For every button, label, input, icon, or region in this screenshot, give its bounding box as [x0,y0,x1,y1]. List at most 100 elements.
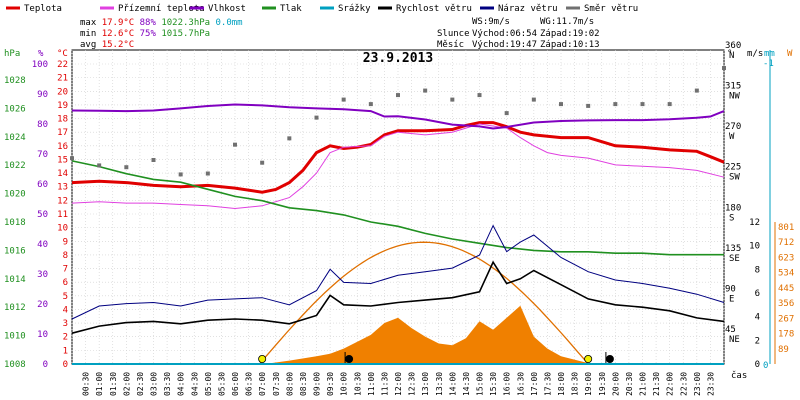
legend: Teplota Přízemní teplota Vlhkost Tlak Srážky… [6,4,638,14]
hpa-tick: 1024 [4,133,26,143]
wind-direction-point [70,156,74,161]
temp-tick: 11 [57,210,68,220]
legend-label: Teplota [24,4,62,14]
x-tick: 22:30 [679,372,688,396]
dir-name-tick: NE [729,335,740,345]
wm2-axis-label: W [787,49,793,59]
temp-tick: 9 [63,237,68,247]
wind-direction-point [586,103,591,108]
legend-item: Náraz větru [480,4,558,14]
temp-tick: 4 [63,305,68,315]
moonset-marker [345,354,354,363]
wind-direction-point [124,165,129,170]
legend-item: Tlak [262,4,302,14]
x-tick: 05:30 [217,372,226,396]
x-tick: 13:00 [421,372,430,396]
hpa-axis-label: hPa [4,49,20,59]
axes: hPa% °C1008101010121014101610181020102210… [4,41,794,396]
moon-label: Měsíc [437,40,464,50]
x-tick: 01:30 [109,372,118,396]
dir-name-tick: NW [729,92,740,102]
wind-direction-point [423,88,428,93]
series-line [71,160,724,256]
solar-radiation-area [264,305,591,364]
pct-tick: 50 [37,210,48,220]
temp-axis-label: °C [57,49,68,59]
x-tick: 09:00 [313,372,322,396]
series-line [71,103,725,130]
clear-sky-curve [259,241,589,365]
x-tick: 18:00 [557,372,566,396]
dir-name-tick: N [729,51,734,61]
hpa-tick: 1012 [4,303,26,313]
x-tick: 07:30 [272,372,281,396]
x-tick: 04:00 [177,372,186,396]
temp-tick: 10 [57,224,68,234]
dir-name-tick: SW [729,173,740,183]
wind-direction-point [314,115,319,120]
legend-label: Tlak [280,4,302,14]
ms-tick: 4 [755,313,760,323]
wind-direction-point [97,163,102,168]
ms-axis-label: m/s [747,49,763,59]
legend-label: Rychlost větru [396,4,472,14]
x-tick: 06:00 [231,372,240,396]
pct-axis-label: % [38,49,44,59]
pct-tick: 90 [37,90,48,100]
x-axis-label: čas [731,370,747,381]
ms-tick: 0 [755,360,760,370]
wind-speed-info: WS:9m/s [472,17,510,27]
hpa-tick: 1014 [4,275,26,285]
wm2-tick: 534 [778,269,794,279]
pct-tick: 0 [43,360,48,370]
x-tick: 10:30 [353,372,362,396]
legend-label: Vlhkost [208,4,246,14]
sunset-time: Západ:19:02 [540,29,600,39]
wind-direction-point [504,111,509,116]
dir-tick: 225 [725,163,741,173]
x-tick: 10:00 [340,372,349,396]
wind-direction-point [341,97,346,102]
x-tick: 00:30 [82,372,91,396]
wind-direction-point [667,102,672,107]
temp-tick: 12 [57,196,68,206]
wind-direction-point [368,102,373,107]
x-tick: 03:00 [150,372,159,396]
wind-gust-info: WG:11.7m/s [540,17,594,27]
x-tick: 11:00 [367,372,376,396]
wm2-tick: 445 [778,284,794,294]
temp-tick: 13 [57,183,68,193]
legend-item: Srážky [320,4,371,14]
wm2-tick: 801 [778,223,794,233]
wm2-tick: 178 [778,330,794,340]
wm2-tick: 356 [778,299,794,309]
wind-direction-point [205,171,210,176]
temp-tick: 16 [57,142,68,152]
legend-item: Přízemní teplota [100,4,205,14]
wind-direction-point [287,136,292,141]
series-line [71,260,725,334]
moonset-time: Západ:10:13 [540,40,600,50]
x-tick: 01:00 [95,372,104,396]
dir-tick: 315 [725,82,741,92]
temp-tick: 8 [63,251,68,261]
wind-direction-point [477,93,482,98]
ms-tick: 8 [755,265,760,275]
temp-tick: 14 [57,169,68,179]
x-tick: 18:30 [571,372,580,396]
mm-tick: 0 [763,361,768,371]
chart-title: 23.9.2013 [363,51,433,66]
x-tick: 04:30 [190,372,199,396]
x-tick: 23:00 [693,372,702,396]
temp-tick: 20 [57,87,68,97]
x-tick: 21:00 [639,372,648,396]
dir-name-tick: SE [729,254,740,264]
moonrise-marker [605,354,614,363]
x-tick: 19:00 [584,372,593,396]
x-tick: 08:00 [285,372,294,396]
sunrise-marker [258,354,267,363]
wind-direction-point [640,102,645,107]
x-tick: 19:30 [598,372,607,396]
moonrise-time: Východ:19:47 [472,40,537,50]
dir-tick: 135 [725,244,741,254]
